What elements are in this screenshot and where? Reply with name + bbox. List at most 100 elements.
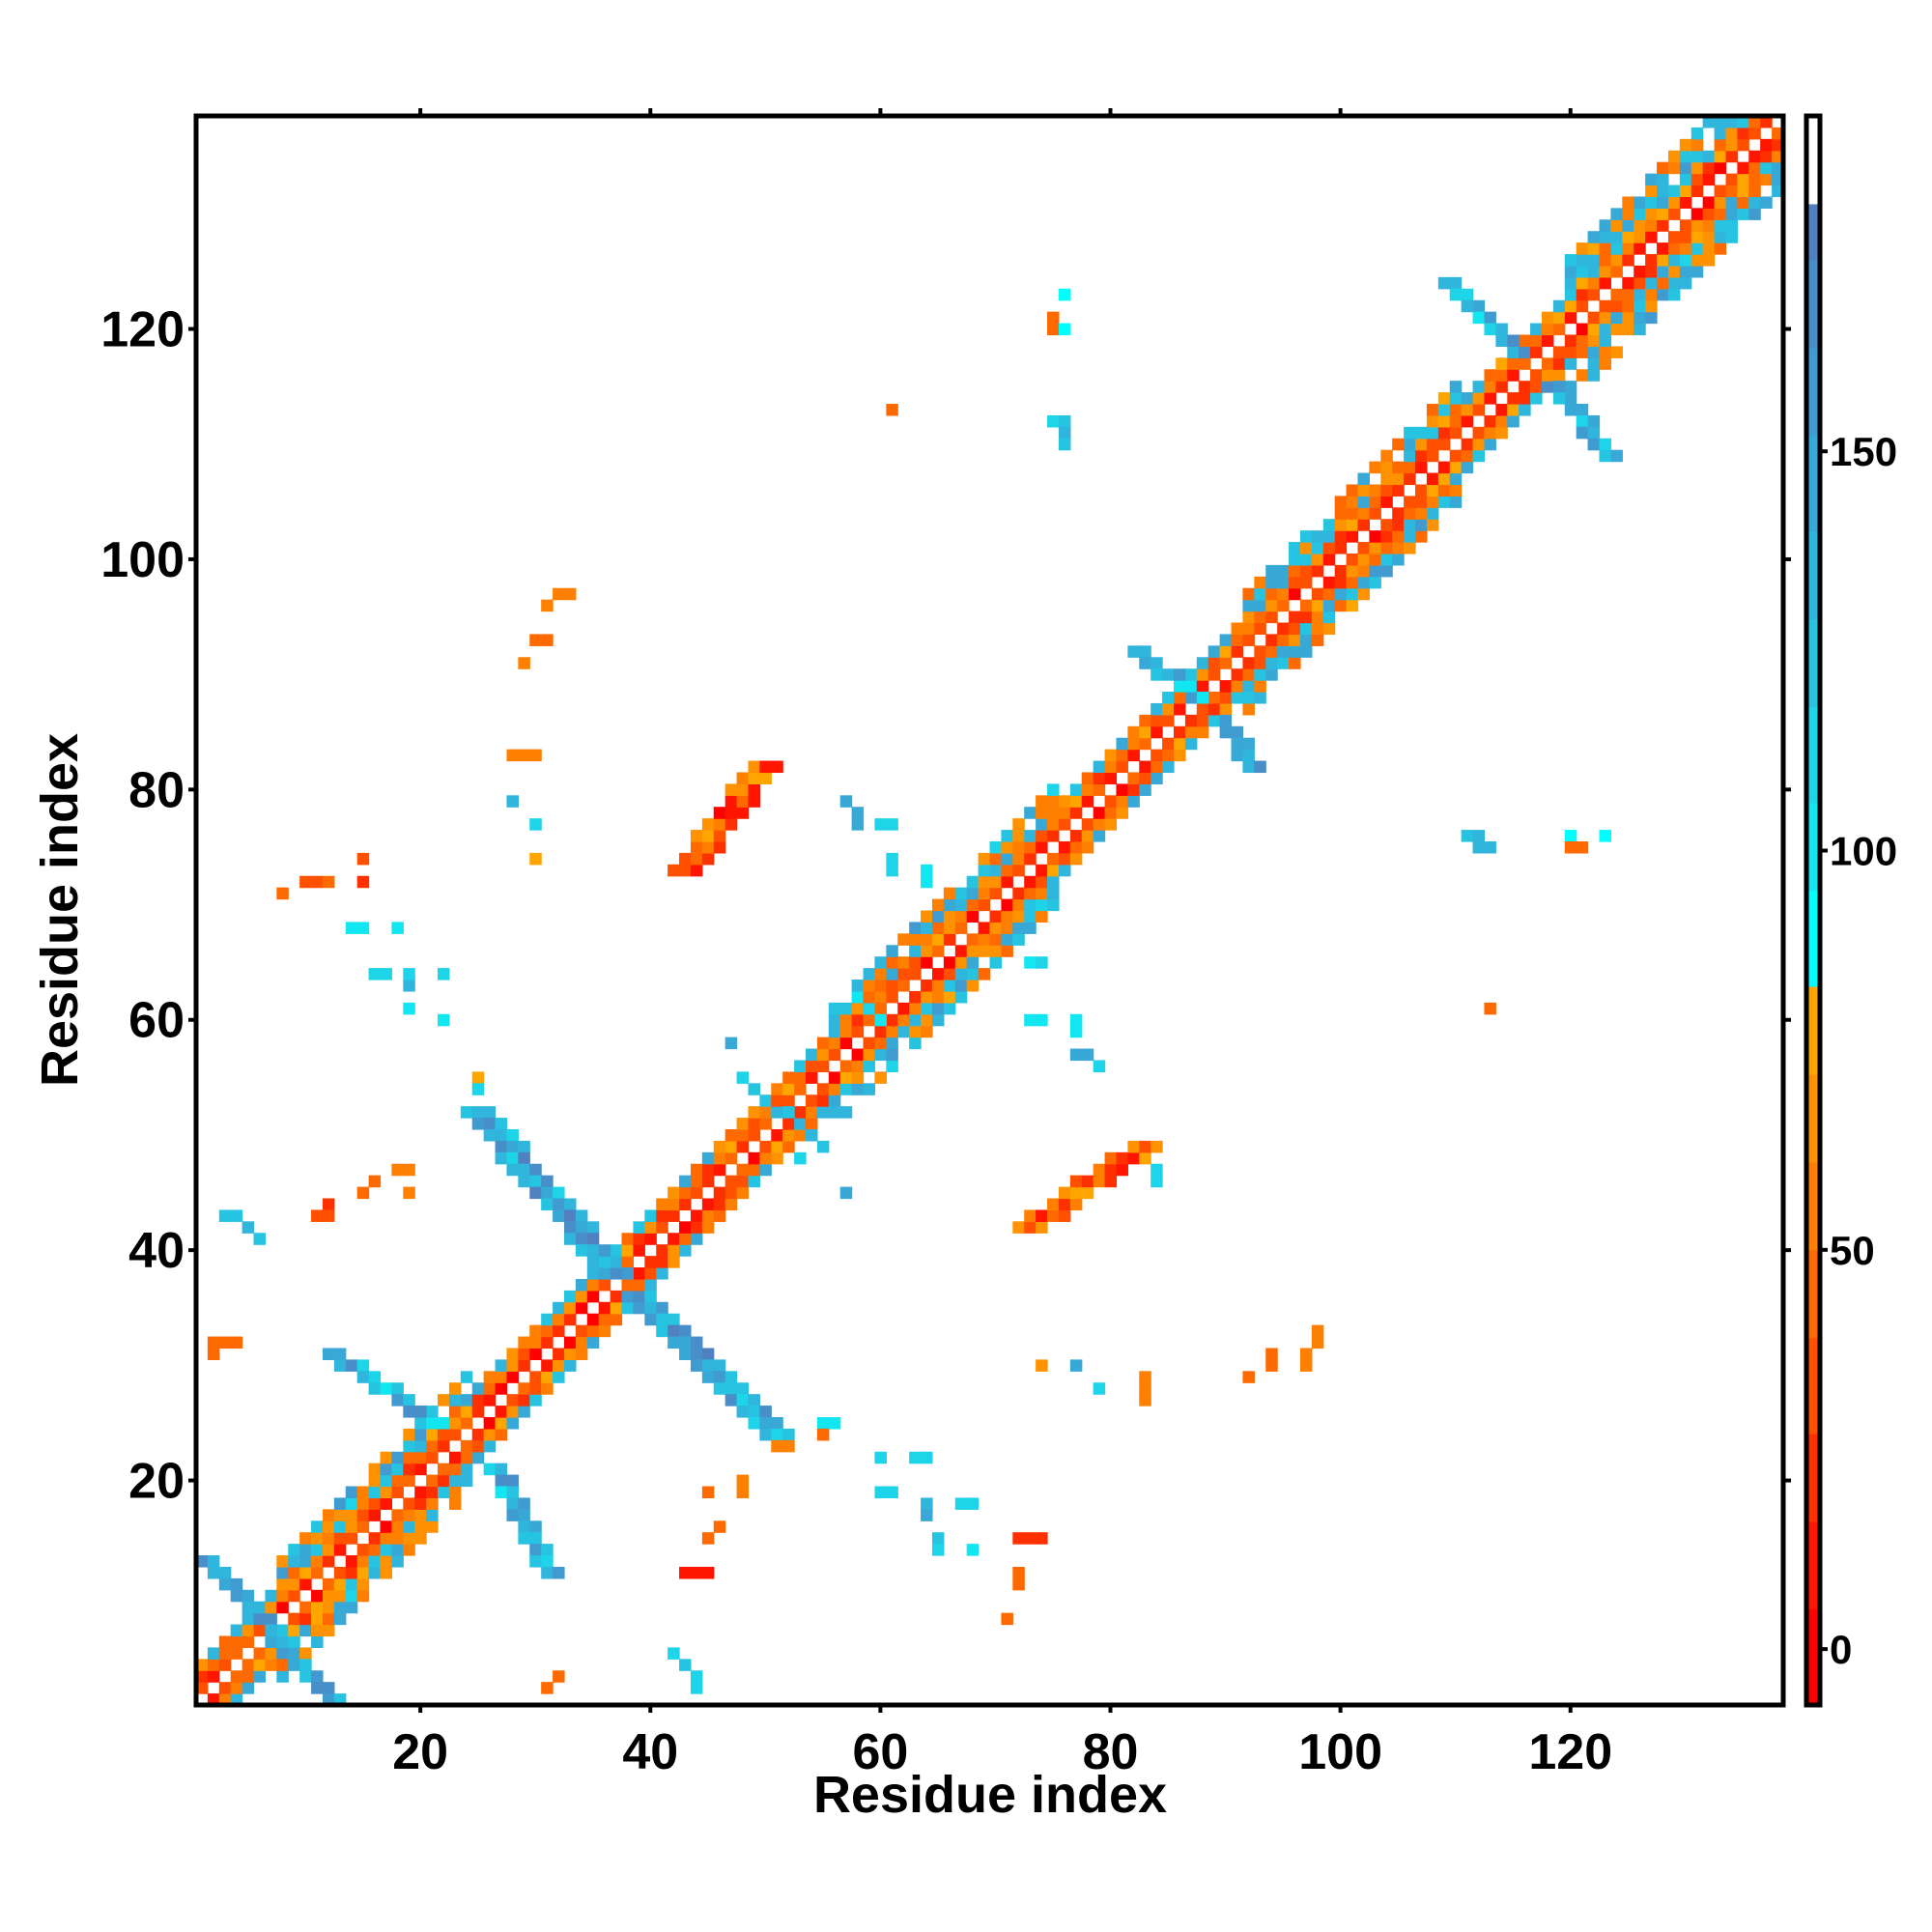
heatmap-cell: [1036, 887, 1048, 900]
heatmap-cell: [1346, 576, 1359, 589]
heatmap-cell: [495, 1128, 508, 1142]
heatmap-cell: [1702, 196, 1716, 209]
heatmap-cell: [644, 1301, 657, 1315]
heatmap-cell: [1679, 254, 1692, 267]
heatmap-cell: [1380, 530, 1393, 543]
heatmap-cell: [886, 990, 898, 1004]
heatmap-cell: [1151, 657, 1163, 669]
heatmap-cell: [529, 1532, 542, 1545]
heatmap-cell: [356, 922, 370, 934]
heatmap-cell: [1667, 254, 1681, 267]
heatmap-cell: [874, 980, 887, 992]
heatmap-cell: [1714, 242, 1727, 255]
heatmap-cell: [345, 1577, 358, 1591]
heatmap-cell: [1219, 634, 1233, 646]
heatmap-cell: [989, 933, 1003, 946]
heatmap-cell: [644, 1278, 657, 1292]
heatmap-cell: [954, 980, 968, 992]
heatmap-cell: [471, 1083, 485, 1095]
heatmap-cell: [1069, 795, 1083, 808]
heatmap-cell: [771, 1428, 783, 1441]
heatmap-cell: [414, 1463, 427, 1476]
colorbar-tick-label: 0: [1830, 1627, 1852, 1672]
heatmap-cell: [288, 1612, 300, 1626]
heatmap-cell: [1242, 760, 1255, 774]
heatmap-cell: [1679, 219, 1692, 232]
heatmap-cell: [1552, 381, 1566, 393]
heatmap-cell: [529, 1544, 542, 1556]
heatmap-cell: [633, 1278, 645, 1292]
heatmap-cell: [1484, 311, 1496, 325]
heatmap-cell: [713, 1186, 726, 1200]
heatmap-cell: [299, 1612, 312, 1626]
heatmap-cell: [276, 887, 289, 900]
heatmap-cell: [1587, 369, 1601, 382]
heatmap-cell: [471, 1451, 485, 1464]
heatmap-cell: [242, 1601, 255, 1614]
heatmap-cell: [448, 1416, 462, 1430]
heatmap-cell: [1392, 542, 1405, 554]
heatmap-cell: [1208, 645, 1221, 658]
heatmap-cell: [265, 1647, 277, 1660]
heatmap-cell: [679, 1566, 692, 1579]
heatmap-cell: [541, 1555, 554, 1568]
heatmap-cell: [794, 1151, 807, 1165]
heatmap-cell: [553, 1371, 565, 1383]
heatmap-cell: [1541, 357, 1554, 370]
heatmap-cell: [471, 1106, 485, 1119]
heatmap-cell: [541, 1313, 554, 1326]
heatmap-cell: [1012, 922, 1025, 934]
heatmap-cell: [1036, 818, 1048, 831]
heatmap-cell: [966, 980, 980, 992]
heatmap-cell: [506, 795, 519, 808]
heatmap-cell: [460, 1474, 473, 1488]
heatmap-cell: [1472, 299, 1486, 313]
heatmap-cell: [448, 1382, 462, 1395]
heatmap-cell: [483, 1416, 497, 1430]
heatmap-cell: [311, 1532, 324, 1545]
heatmap-cell: [816, 1140, 830, 1153]
heatmap-cell: [506, 1406, 519, 1418]
heatmap-cell: [1299, 1348, 1313, 1360]
heatmap-cell: [679, 1659, 692, 1671]
heatmap-cell: [690, 1186, 703, 1200]
heatmap-cell: [1369, 576, 1381, 589]
heatmap-cell: [438, 1474, 450, 1488]
heatmap-cell: [1748, 161, 1761, 175]
heatmap-cell: [1772, 161, 1784, 175]
heatmap-cell: [1127, 1151, 1140, 1165]
heatmap-cell: [931, 922, 945, 934]
heatmap-cell: [1127, 737, 1140, 751]
heatmap-cell: [1667, 196, 1681, 209]
heatmap-cell: [863, 1060, 876, 1072]
heatmap-cell: [311, 1612, 324, 1626]
heatmap-cell: [575, 1233, 588, 1245]
heatmap-cell: [1069, 1175, 1083, 1188]
heatmap-cell: [438, 1394, 450, 1406]
heatmap-cell: [954, 898, 968, 912]
heatmap-cell: [1541, 369, 1554, 382]
heatmap-cell: [1380, 519, 1393, 531]
heatmap-cell: [1277, 657, 1290, 669]
heatmap-cell: [668, 1198, 680, 1211]
heatmap-cell: [1242, 622, 1255, 636]
heatmap-cell: [1047, 898, 1060, 912]
heatmap-cell: [1622, 196, 1634, 209]
heatmap-cell: [518, 1509, 530, 1521]
heatmap-cell: [460, 1416, 473, 1430]
heatmap-cell: [897, 980, 910, 992]
heatmap-cell: [874, 1451, 887, 1464]
heatmap-cell: [1058, 414, 1071, 428]
heatmap-cell: [1369, 496, 1381, 508]
heatmap-cell: [1069, 1186, 1083, 1200]
heatmap-cell: [931, 898, 945, 912]
heatmap-cell: [1139, 783, 1151, 796]
heatmap-cell: [839, 1071, 853, 1084]
heatmap-cell: [1219, 702, 1233, 716]
heatmap-cell: [1437, 404, 1451, 416]
heatmap-cell: [495, 1463, 508, 1476]
heatmap-cell: [403, 1163, 415, 1177]
heatmap-cell: [1404, 449, 1416, 463]
heatmap-cell: [851, 1071, 865, 1084]
heatmap-cell: [322, 1198, 335, 1211]
